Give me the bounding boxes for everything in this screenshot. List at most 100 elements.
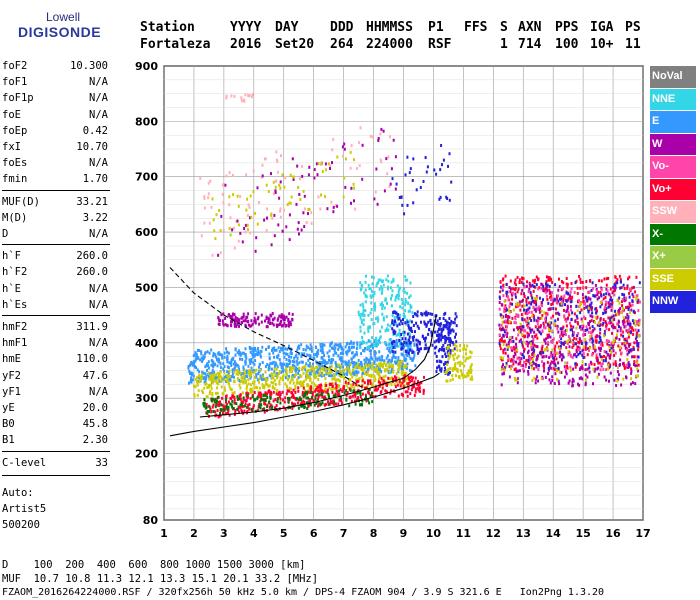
data-point (395, 295, 397, 299)
data-point (516, 326, 519, 330)
data-point (390, 167, 393, 171)
data-point (381, 290, 384, 294)
data-point (549, 307, 552, 311)
data-point (404, 173, 407, 177)
data-point (221, 319, 224, 323)
data-point (521, 288, 524, 292)
data-point (364, 293, 367, 297)
data-point (436, 319, 439, 323)
data-point (193, 353, 196, 357)
data-point (207, 192, 210, 196)
data-point (368, 287, 371, 291)
data-point (527, 321, 530, 325)
data-point (554, 364, 557, 368)
data-point (270, 392, 273, 396)
data-point (558, 312, 561, 316)
data-point (355, 167, 358, 170)
data-point (552, 314, 554, 318)
x-tick-label: 2 (190, 527, 198, 540)
data-point (512, 362, 515, 366)
data-point (565, 299, 568, 303)
data-point (297, 386, 300, 390)
data-point (196, 393, 199, 397)
data-point (413, 342, 416, 346)
data-point (409, 357, 412, 360)
data-point (503, 347, 506, 351)
data-point (459, 349, 462, 353)
data-point (370, 301, 373, 305)
data-point (254, 249, 257, 253)
data-point (560, 371, 563, 374)
data-point (565, 277, 568, 280)
data-point (314, 345, 317, 349)
data-point (207, 360, 210, 364)
data-point (270, 367, 273, 371)
data-point (392, 311, 395, 315)
data-point (263, 402, 266, 405)
data-point (555, 357, 558, 361)
data-point (294, 354, 297, 358)
data-point (416, 314, 419, 318)
data-point (581, 377, 584, 381)
data-point (268, 384, 271, 388)
data-point (533, 308, 536, 312)
data-point (612, 343, 615, 347)
data-point (523, 292, 525, 296)
data-point (459, 363, 462, 367)
data-point (260, 403, 263, 407)
data-point (251, 381, 254, 385)
data-point (271, 373, 274, 377)
data-point (313, 168, 316, 172)
data-point (392, 369, 395, 373)
data-point (530, 345, 533, 349)
data-point (554, 372, 557, 376)
param-row: foE N/A (2, 107, 108, 125)
data-point (291, 377, 294, 381)
data-point (440, 338, 443, 342)
data-point (550, 321, 553, 325)
data-point (268, 400, 271, 404)
data-point (216, 371, 219, 375)
data-point (256, 222, 259, 226)
param-name: yE (2, 402, 15, 414)
data-point (449, 331, 452, 335)
data-point (617, 366, 619, 370)
data-point (395, 322, 398, 326)
data-point (332, 353, 335, 357)
data-point (509, 359, 512, 363)
data-point (575, 355, 578, 359)
data-point (200, 377, 203, 380)
data-point (563, 308, 565, 312)
data-point (536, 357, 539, 361)
data-point (286, 352, 289, 356)
data-point (361, 336, 364, 339)
data-point (202, 376, 205, 380)
data-point (364, 300, 367, 304)
data-point (335, 372, 338, 376)
data-point (548, 323, 551, 327)
data-point (605, 339, 608, 343)
legend-item-x-: X- (650, 223, 696, 246)
data-point (236, 407, 239, 411)
data-point (584, 338, 587, 341)
legend: NoVal NNE E W Vo- Vo+ SSW X- X+ SSE NNW (650, 66, 696, 314)
data-point (381, 386, 384, 390)
data-point (548, 278, 551, 282)
data-point (512, 345, 515, 349)
data-point (279, 397, 282, 401)
data-point (323, 366, 326, 370)
data-point (262, 385, 264, 389)
data-point (626, 363, 628, 367)
data-point (512, 287, 515, 291)
data-point (621, 342, 624, 346)
data-point (254, 318, 257, 322)
data-point (441, 346, 444, 350)
data-point (276, 324, 278, 328)
data-point (302, 403, 305, 407)
data-point (342, 386, 345, 390)
data-point (367, 362, 369, 366)
data-point (354, 392, 357, 396)
data-point (247, 364, 250, 368)
data-point (469, 350, 472, 354)
data-point (278, 371, 280, 375)
